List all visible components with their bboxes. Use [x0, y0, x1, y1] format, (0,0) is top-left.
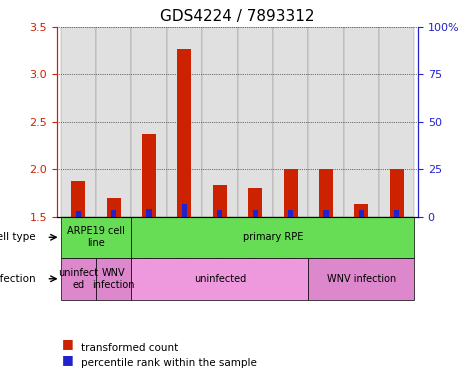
Bar — [182, 204, 187, 217]
Bar — [359, 210, 364, 217]
FancyBboxPatch shape — [308, 258, 415, 300]
Text: percentile rank within the sample: percentile rank within the sample — [81, 358, 256, 368]
Bar — [96, 27, 131, 217]
Bar — [344, 27, 379, 217]
Bar — [202, 27, 238, 217]
Bar — [238, 27, 273, 217]
Bar — [106, 198, 121, 217]
Bar — [273, 27, 308, 217]
Title: GDS4224 / 7893312: GDS4224 / 7893312 — [160, 9, 315, 24]
Bar — [111, 210, 116, 217]
Bar — [308, 27, 344, 217]
Bar — [284, 169, 298, 217]
FancyBboxPatch shape — [131, 258, 308, 300]
Text: uninfected: uninfected — [194, 274, 246, 284]
Bar — [253, 210, 258, 217]
Bar — [394, 210, 399, 217]
FancyBboxPatch shape — [131, 217, 415, 258]
Bar — [319, 169, 333, 217]
Text: ■: ■ — [62, 353, 74, 366]
Bar — [288, 210, 293, 217]
Bar — [167, 27, 202, 217]
Bar — [248, 188, 262, 217]
Bar — [379, 27, 415, 217]
FancyBboxPatch shape — [96, 258, 131, 300]
Bar — [131, 27, 167, 217]
Text: ■: ■ — [62, 338, 74, 351]
Bar — [217, 210, 222, 217]
Text: primary RPE: primary RPE — [243, 232, 303, 242]
Bar — [71, 180, 86, 217]
Text: cell type: cell type — [0, 232, 36, 242]
Bar — [323, 210, 329, 217]
Text: WNV
infection: WNV infection — [92, 268, 135, 290]
FancyBboxPatch shape — [60, 258, 96, 300]
Text: ARPE19 cell
line: ARPE19 cell line — [67, 227, 125, 248]
Text: transformed count: transformed count — [81, 343, 178, 353]
Bar — [142, 134, 156, 217]
Bar — [177, 49, 191, 217]
FancyBboxPatch shape — [60, 217, 131, 258]
Text: uninfect
ed: uninfect ed — [58, 268, 98, 290]
Bar — [146, 209, 152, 217]
Bar — [390, 169, 404, 217]
Bar — [354, 204, 369, 217]
Bar — [76, 211, 81, 217]
Text: WNV infection: WNV infection — [327, 274, 396, 284]
Bar — [60, 27, 96, 217]
Text: infection: infection — [0, 274, 36, 284]
Bar — [213, 185, 227, 217]
